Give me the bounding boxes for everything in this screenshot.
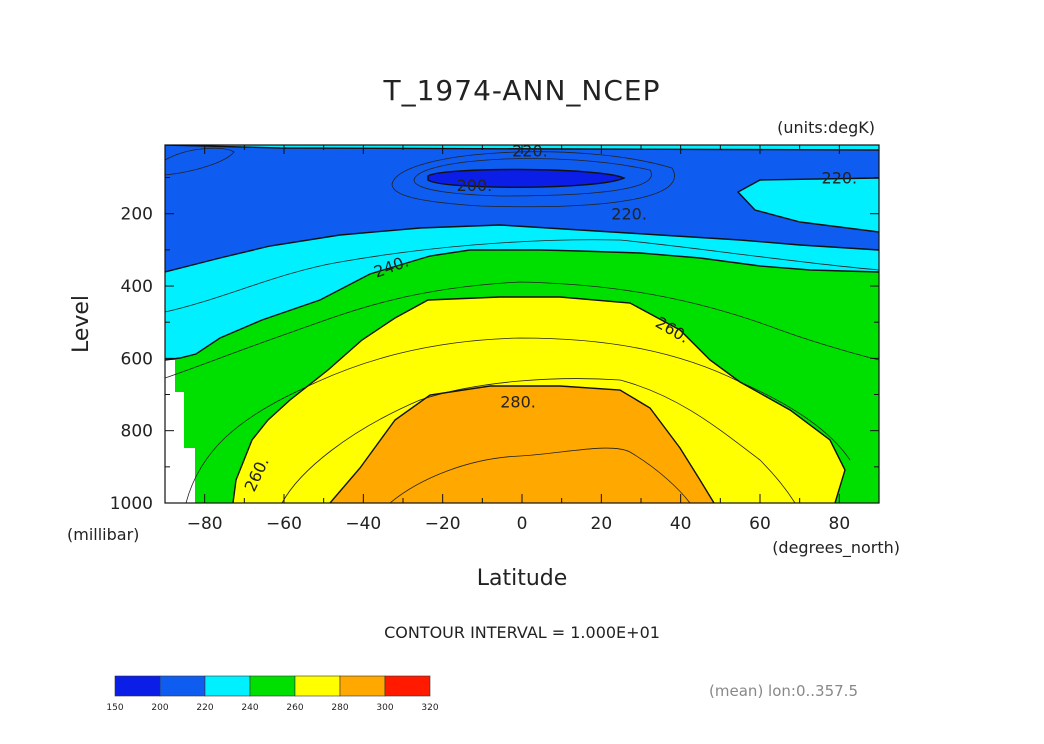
colorbar-tick-label: 150 [106,703,123,713]
plot-area: 220.200. 220.220.240.260.280.260. [165,141,879,503]
y-tick-label: 600 [121,349,153,369]
colorbar-swatch [384,675,431,697]
colorbar-tick-label: 240 [241,703,258,713]
x-axis: −80 −60 −40 −20 0 20 40 60 80 [164,145,880,534]
x-tick-label: −40 [345,514,381,534]
units-label: (units:degK) [777,118,875,137]
y-tick-label: 1000 [110,494,153,514]
x-tick-label: 20 [591,514,613,534]
contour-240 [165,249,879,361]
contour-line [165,147,235,176]
x-units-label: (degrees_north) [772,538,900,558]
contour-220 [165,145,879,151]
band-210-220 [165,145,879,272]
colorbar-tick-label: 200 [151,703,168,713]
x-tick-label: 0 [517,514,528,534]
contour-220 [736,177,879,233]
contour-280 [329,385,715,503]
contour-interval-text: CONTOUR INTERVAL = 1.000E+01 [384,623,660,642]
contour-lines [165,147,879,503]
chart-title: T_1974-ANN_NCEP [383,74,661,107]
y-tick-label: 200 [121,205,153,225]
y-units-label: (millibar) [67,525,139,544]
contour-line [165,239,879,313]
colorbar-tick-label: 220 [196,703,213,713]
contour-line [185,337,851,503]
contour-line [391,151,675,208]
contour-labels: 220.200. 220.220.240.260.280.260. [241,141,858,494]
x-tick-label: 80 [829,514,851,534]
x-tick-label: −20 [425,514,461,534]
colorbar-swatch [339,675,386,697]
colorbar: 150 200 220 240 260 280 300 320 [106,675,439,713]
contour-line [165,281,879,379]
mean-text: (mean) lon:0..357.5 [709,682,858,700]
y-axis: 200 400 600 800 1000 [110,177,879,514]
band-200 [428,169,624,188]
colorbar-tick-label: 280 [331,703,348,713]
x-tick-label: −60 [266,514,302,534]
colorbar-tick-label: 260 [286,703,303,713]
colorbar-swatch [114,675,161,697]
colorbar-swatch [294,675,341,697]
x-tick-label: 60 [749,514,771,534]
contour-220 [165,224,879,273]
y-tick-label: 800 [121,422,153,442]
contour-260 [232,296,846,503]
missing-data-area [165,360,195,503]
contour-line [389,447,691,503]
colorbar-tick-label: 300 [376,703,393,713]
contour-line [281,378,796,503]
contour-label: 200. [457,176,493,195]
y-axis-title: Level [69,295,94,353]
colorbar-swatch [204,675,251,697]
colorbar-tick-label: 320 [421,703,438,713]
contour-label: 220. [822,169,858,188]
contour-200 [427,168,626,188]
band-280-300 [330,386,714,503]
major-contour-lines [165,145,879,503]
contour-label: 220. [512,141,548,160]
x-tick-label: 40 [670,514,692,534]
x-axis-title: Latitude [477,566,568,591]
colorbar-swatch [159,675,206,697]
colorbar-swatch [249,675,296,697]
y-tick-label: 400 [121,277,153,297]
contour-label: 220. [611,205,647,224]
contour-line [413,158,652,197]
x-tick-label: −80 [187,514,223,534]
contour-label: 280. [500,393,536,412]
